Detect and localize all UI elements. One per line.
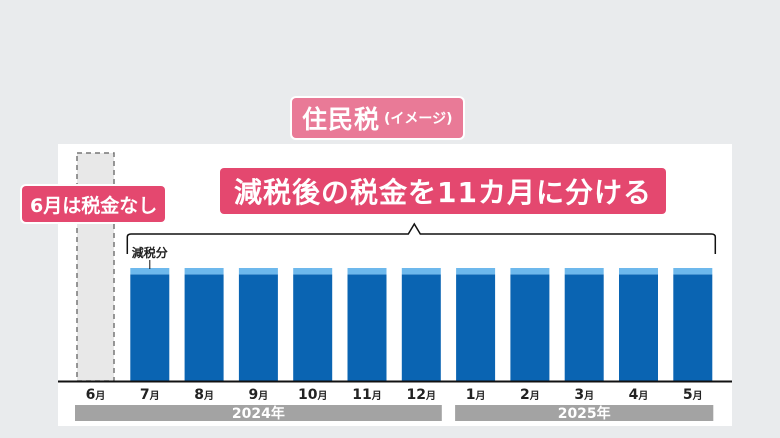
bar-1 [456, 274, 496, 381]
bar-5 [673, 274, 713, 381]
bar-12 [401, 274, 441, 381]
bar-11 [347, 274, 387, 381]
chart-title: 住民税 (イメージ) [292, 98, 463, 138]
bar-9 [238, 274, 278, 381]
title-main: 住民税 [302, 105, 381, 134]
bar-reduction-10 [293, 268, 333, 275]
bar-2 [510, 274, 550, 381]
bar-8 [184, 274, 224, 381]
bar-reduction-12 [401, 268, 441, 275]
bar-reduction-1 [456, 268, 496, 275]
bar-4 [619, 274, 658, 381]
x-tick-label: 6月 [86, 387, 106, 403]
eleven-month-bracket [126, 222, 717, 254]
bar-reduction-11 [347, 268, 387, 275]
bar-3 [564, 274, 604, 381]
x-tick-label: 11月 [352, 387, 381, 403]
x-tick-label: 4月 [629, 387, 649, 403]
bar-reduction-5 [673, 268, 713, 275]
june-note-label: 6月は税金なし [22, 186, 166, 222]
bar-10 [293, 274, 333, 381]
bar-reduction-7 [130, 268, 170, 275]
bar-reduction-8 [184, 268, 224, 275]
x-tick-label: 8月 [194, 387, 214, 403]
x-tick-label: 1月 [466, 387, 486, 403]
x-tick-label: 12月 [407, 387, 436, 403]
x-tick-label: 10月 [298, 387, 327, 403]
year-band-1 [455, 405, 714, 421]
year-band-label: 2024年 [232, 405, 285, 422]
reduction-label: 減税分 [132, 245, 168, 260]
x-tick-label: 5月 [683, 387, 703, 403]
x-tick-label: 3月 [574, 387, 594, 403]
title-sub: (イメージ) [384, 111, 453, 127]
banner-label: 減税後の税金を11カ月に分ける [220, 168, 666, 214]
bar-reduction-4 [619, 268, 658, 275]
x-tick-label: 9月 [249, 387, 269, 403]
bar-7 [130, 274, 170, 381]
bar-reduction-2 [510, 268, 550, 275]
x-tick-label: 7月 [140, 387, 160, 403]
year-band-0 [75, 405, 442, 421]
bar-reduction-9 [238, 268, 278, 275]
year-band-label: 2025年 [558, 405, 611, 422]
x-tick-label: 2月 [520, 387, 540, 403]
bar-reduction-3 [564, 268, 604, 275]
